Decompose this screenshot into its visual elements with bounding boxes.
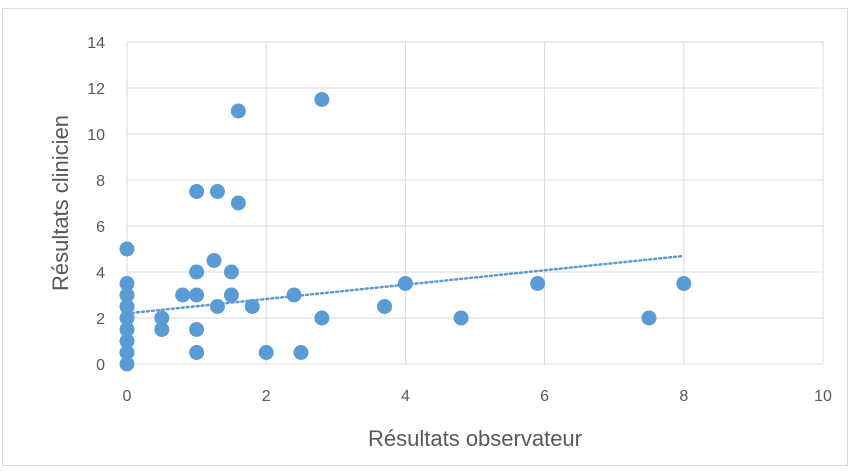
y-tick-label: 0: [96, 357, 105, 374]
y-tick-label: 8: [96, 173, 105, 190]
data-point: [641, 310, 657, 326]
data-point: [119, 333, 135, 349]
data-point: [119, 310, 135, 326]
data-point: [377, 299, 393, 314]
x-tick-label: 2: [262, 388, 271, 405]
chart-area: [2, 8, 848, 466]
tick-labels: 0 2 4 6 8 10 12 14 0 2 4 6 8 10: [87, 35, 832, 405]
data-point: [314, 92, 330, 107]
x-tick-label: 0: [123, 388, 132, 405]
data-point: [293, 345, 309, 360]
gridlines: [126, 41, 824, 365]
data-point: [175, 287, 191, 303]
data-points: [119, 92, 692, 372]
y-tick-label: 12: [87, 81, 105, 98]
data-point: [223, 287, 239, 303]
data-point: [119, 356, 135, 372]
x-tick-label: 10: [814, 388, 832, 405]
data-point: [314, 310, 330, 326]
y-axis-title: Résultats clinicien: [48, 115, 73, 291]
data-point: [209, 184, 225, 199]
data-point: [154, 310, 170, 326]
x-axis-title: Résultats observateur: [368, 426, 582, 451]
x-tick-label: 4: [401, 388, 410, 405]
x-tick-label: 8: [679, 388, 688, 405]
data-point: [189, 184, 205, 199]
data-point: [230, 195, 246, 211]
data-point: [119, 241, 135, 257]
data-point: [119, 345, 135, 360]
y-tick-label: 4: [96, 265, 105, 282]
data-point: [244, 299, 260, 314]
y-tick-label: 14: [87, 35, 105, 52]
data-point: [530, 276, 546, 291]
data-point: [223, 264, 239, 280]
data-point: [119, 276, 135, 291]
data-point: [286, 287, 302, 303]
data-point: [189, 322, 205, 337]
data-point: [230, 103, 246, 119]
data-point: [154, 322, 170, 337]
y-tick-label: 6: [96, 219, 105, 236]
data-point: [189, 345, 205, 360]
data-point: [258, 345, 274, 360]
data-point: [119, 287, 135, 303]
y-tick-label: 10: [87, 127, 105, 144]
data-point: [119, 299, 135, 314]
data-point: [676, 276, 692, 291]
data-point: [119, 322, 135, 337]
data-point: [189, 287, 205, 303]
data-point: [189, 264, 205, 280]
data-point: [397, 276, 413, 291]
y-tick-label: 2: [96, 311, 105, 328]
x-tick-label: 6: [540, 388, 549, 405]
data-point: [206, 253, 222, 268]
data-point: [453, 310, 469, 326]
data-point: [209, 299, 225, 314]
